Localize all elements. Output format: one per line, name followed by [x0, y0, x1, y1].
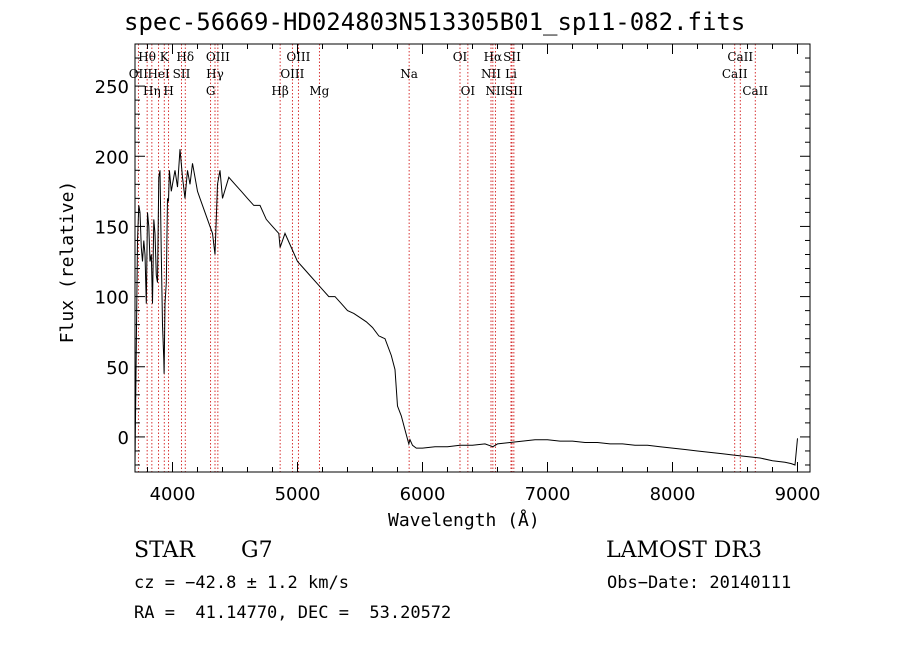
- line-label-9: OIII: [206, 50, 230, 64]
- y-tick-label-2: 100: [95, 288, 129, 309]
- x-tick-label-4: 8000: [650, 484, 696, 505]
- line-label-24: CaII: [722, 67, 748, 81]
- line-label-11: Hβ: [271, 84, 288, 98]
- line-label-16: OI: [453, 50, 468, 64]
- line-label-0: Hθ: [138, 50, 156, 64]
- line-label-3: HeI: [147, 67, 170, 81]
- line-label-17: OI: [461, 84, 476, 98]
- line-label-2: Hη: [143, 84, 161, 98]
- line-label-6: SII: [173, 67, 191, 81]
- line-label-26: CaII: [742, 84, 768, 98]
- line-label-5: H: [163, 84, 173, 98]
- x-tick-label-0: 4000: [150, 484, 196, 505]
- x-axis-ticks: 4000 5000 6000 7000 8000 9000: [147, 44, 821, 505]
- spectrum-line: [134, 149, 798, 466]
- y-tick-label-3: 150: [95, 217, 129, 238]
- line-label-21: Li: [505, 67, 517, 81]
- line-label-4: K: [160, 50, 170, 64]
- line-label-20: NII: [485, 84, 505, 98]
- line-label-10: G: [206, 84, 216, 98]
- line-label-14: Mg: [309, 84, 329, 98]
- spectral-line-markers: [137, 44, 756, 472]
- object-subclass: G7: [241, 538, 273, 563]
- redshift-value: cz = −42.8 ± 1.2 km/s: [134, 573, 349, 593]
- survey-name: LAMOST DR3: [606, 538, 762, 563]
- x-axis-label: Wavelength (Å): [388, 510, 540, 531]
- line-label-15: Na: [400, 67, 418, 81]
- y-tick-label-4: 200: [95, 147, 129, 168]
- y-tick-label-5: 250: [95, 77, 129, 98]
- line-label-19: Hα: [484, 50, 503, 64]
- y-axis-label: Flux (relative): [57, 181, 78, 344]
- line-label-7: Hδ: [176, 50, 194, 64]
- line-label-18: NII: [481, 67, 501, 81]
- ra-dec: RA = 41.14770, DEC = 53.20572: [134, 603, 452, 623]
- y-tick-label-0: 0: [118, 428, 129, 449]
- x-tick-label-5: 9000: [775, 484, 821, 505]
- y-tick-label-1: 50: [106, 358, 129, 379]
- chart-title: spec-56669-HD024803N513305B01_sp11-082.f…: [124, 8, 746, 36]
- line-label-25: CaII: [727, 50, 753, 64]
- line-label-13: OIII: [286, 50, 310, 64]
- plot-frame: [134, 43, 811, 473]
- x-tick-label-1: 5000: [275, 484, 321, 505]
- obs-date: Obs−Date: 20140111: [607, 573, 792, 593]
- line-label-8: Hγ: [206, 67, 224, 81]
- x-tick-label-2: 6000: [400, 484, 446, 505]
- x-tick-label-3: 7000: [525, 484, 571, 505]
- line-label-1: OII: [129, 67, 149, 81]
- line-label-22: SII: [503, 50, 521, 64]
- line-label-12: OIII: [280, 67, 304, 81]
- object-class: STAR: [134, 538, 195, 563]
- line-label-23: SII: [505, 84, 523, 98]
- y-axis-ticks: 0 50 100 150 200 250: [95, 57, 810, 466]
